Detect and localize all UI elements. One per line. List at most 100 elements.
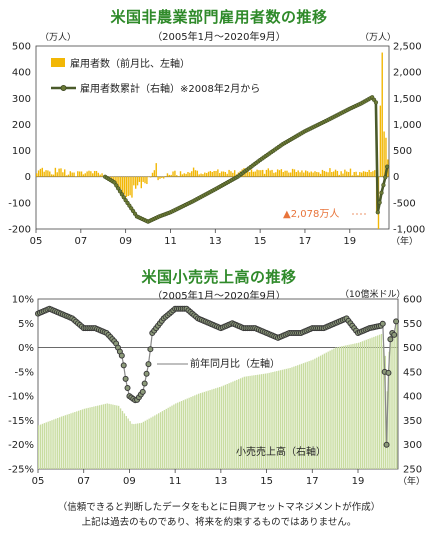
chart1-bar [351, 175, 354, 177]
chart2-sales-bar [258, 374, 261, 469]
chart1-bar [174, 170, 176, 177]
chart1-bar [258, 170, 260, 177]
chart2-yright-tick: 250 [403, 465, 422, 476]
chart1-bar [90, 171, 92, 177]
chart1-legend-bars: 雇用者数（前月比、左軸） [70, 57, 190, 70]
chart1-title: 米国非農業部門雇用者数の推移 [110, 8, 328, 26]
chart2-sales-bar [207, 390, 209, 469]
chart2-sales-bar [230, 382, 232, 469]
chart1-x-tick: 13 [209, 236, 222, 247]
chart2-sales-bar [118, 405, 120, 469]
chart1-bar [374, 170, 376, 177]
chart1-bar [101, 173, 103, 177]
chart1-bar [177, 176, 180, 177]
chart1-bar [88, 170, 90, 177]
chart2-sales-bar [137, 423, 139, 469]
chart2-sales-bar [119, 408, 122, 469]
chart1-bar [299, 172, 301, 177]
chart1-bar [353, 172, 355, 177]
chart2-sales-bar [220, 386, 223, 469]
chart2-sales-bar [97, 405, 99, 469]
chart1-bar [349, 168, 352, 177]
chart2-yright-tick: 300 [403, 440, 422, 451]
chart2-sales-bar [363, 340, 366, 469]
chart2-sales-bar [297, 365, 299, 469]
chart2-yright-tick: 600 [403, 295, 422, 306]
chart2-yoy-label: 前年同月比（左軸） [190, 357, 280, 370]
chart1-cumulative-point [381, 182, 386, 188]
chart2-sales-bar [253, 375, 255, 469]
chart1-plot: 500 400 300 200 100 0 -100 -200 2,500 2,000 1,500… [8, 42, 425, 248]
chart1-bar [288, 172, 290, 177]
chart2-sales-bar [289, 367, 291, 469]
chart2-sales-bar [205, 391, 207, 469]
chart1-bar [112, 176, 114, 182]
chart2-sales-bar [300, 363, 303, 469]
chart1-bar [73, 172, 75, 177]
chart2-plot: 10% 5% 0% -5% -10% -15% -20% -25% 600 550 500 450 4… [8, 295, 425, 488]
chart2-sales-bar [359, 341, 362, 469]
chart1-bar [245, 170, 247, 177]
chart1-bar [118, 176, 120, 189]
chart1-bar [301, 170, 303, 177]
chart2-sales-bar [342, 345, 345, 469]
chart2-sales-bar [127, 418, 129, 469]
chart2-sales-bar [331, 349, 333, 469]
chart1-bar [314, 171, 316, 177]
chart1-bar [78, 171, 81, 177]
chart1-bar [192, 167, 195, 177]
chart1-bar [133, 176, 135, 186]
chart2-sales-bar [102, 404, 105, 469]
chart1-bar [332, 171, 335, 177]
chart2-yleft-tick: -10% [8, 392, 34, 403]
chart1-bar [331, 172, 333, 177]
chart1-subtitle: （2005年1月～2020年9月） [152, 32, 286, 43]
chart1-x-tick: 15 [254, 236, 267, 247]
chart2-yleft-tick: 5% [18, 319, 34, 330]
chart2-sales-bar [70, 413, 72, 469]
chart2-sales-bar [319, 355, 322, 469]
chart2-sales-bar [203, 391, 206, 469]
chart2-sales-bar [348, 344, 350, 469]
chart2-sales-bar [358, 342, 360, 469]
chart2-sales-bar [371, 337, 373, 469]
chart1-bar [368, 169, 370, 177]
chart1-bar [127, 176, 129, 197]
chart1-bar [183, 173, 185, 177]
chart2-sales-bar [68, 413, 70, 469]
chart2-sales-bar [291, 367, 293, 469]
chart1-bar [291, 168, 294, 177]
chart2-yoy-point [118, 352, 125, 359]
chart1-bar [269, 170, 271, 177]
chart1-yright-tick: -1,000 [393, 225, 425, 236]
chart2-yoy-point [379, 320, 386, 327]
chart2-x-unit: （年） [398, 475, 425, 487]
chart2-yoy-point [139, 388, 146, 395]
chart1-bar [278, 170, 281, 177]
chart1-bar [189, 172, 191, 177]
chart2-sales-bar [150, 417, 152, 469]
chart1-yright-tick: -500 [393, 198, 416, 209]
chart2-sales-bar [114, 405, 116, 469]
footer-disclaimer: 上記は過去のものであり、将来を約束するものではありません。 [81, 517, 357, 528]
chart1-bar [200, 173, 202, 177]
chart2-sales-bar [218, 387, 221, 469]
chart2-sales-bar [91, 406, 93, 469]
chart2-sales-bar [298, 364, 301, 469]
chart2-sales-bar [304, 362, 306, 469]
chart1-bar [205, 173, 208, 177]
chart1-bar [176, 175, 178, 177]
chart2-sales-bar [51, 420, 53, 469]
chart2-sales-bar [318, 356, 320, 469]
chart1-bar [379, 105, 382, 177]
chart2-sales-bar [369, 338, 371, 469]
chart2-sales-bar [178, 401, 181, 469]
chart2-sales-bar [112, 404, 114, 469]
chart1-bar [327, 172, 329, 177]
chart2-sales-bar [340, 346, 343, 469]
chart1-bar [52, 174, 55, 177]
chart1-bar [323, 170, 326, 177]
chart2-sales-bar [338, 346, 341, 469]
chart1-bar [213, 170, 215, 177]
chart2-sales-label: 小売売上高（右軸） [236, 445, 326, 458]
